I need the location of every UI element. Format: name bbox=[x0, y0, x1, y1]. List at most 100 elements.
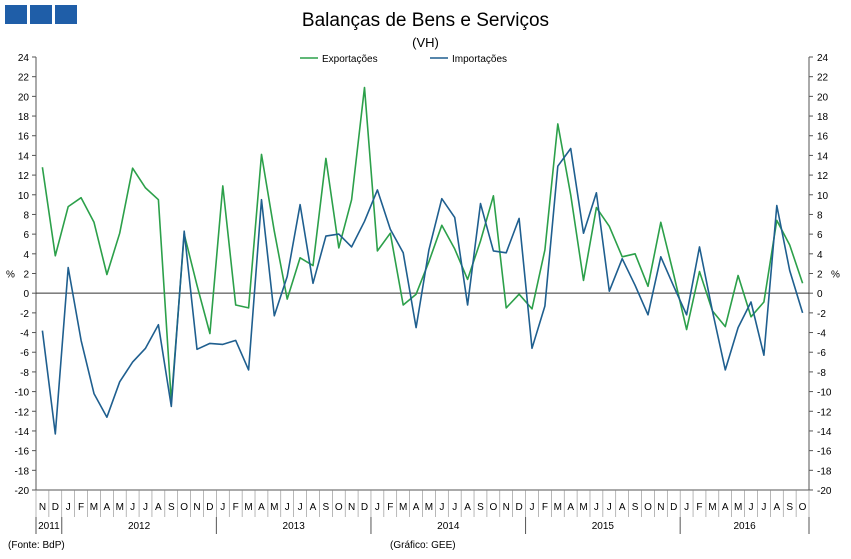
y-tick-label-right: 4 bbox=[817, 250, 823, 261]
x-month-label: J bbox=[684, 502, 689, 513]
legend-label: Importações bbox=[452, 54, 507, 65]
y-tick-label-left: -2 bbox=[20, 309, 29, 320]
x-month-label: F bbox=[78, 502, 84, 513]
y-tick-label-left: 0 bbox=[23, 289, 29, 300]
x-month-label: M bbox=[116, 502, 124, 513]
x-month-label: N bbox=[348, 502, 355, 513]
y-tick-label-right: -12 bbox=[817, 407, 832, 418]
brand-squares-icon bbox=[5, 5, 77, 24]
x-month-label: F bbox=[387, 502, 393, 513]
x-month-label: J bbox=[143, 502, 148, 513]
x-month-label: O bbox=[489, 502, 497, 513]
y-tick-label-right: -14 bbox=[817, 427, 832, 438]
x-month-label: A bbox=[773, 502, 780, 513]
x-month-label: N bbox=[503, 502, 510, 513]
x-month-label: N bbox=[193, 502, 200, 513]
x-month-label: A bbox=[104, 502, 111, 513]
y-tick-label-left: 12 bbox=[18, 171, 30, 182]
x-month-label: J bbox=[749, 502, 754, 513]
y-tick-label-left: -14 bbox=[15, 427, 30, 438]
x-month-label: M bbox=[399, 502, 407, 513]
legend-label: Exportações bbox=[322, 54, 378, 65]
x-month-label: J bbox=[285, 502, 290, 513]
y-tick-label-left: 4 bbox=[23, 250, 29, 261]
y-tick-label-left: -20 bbox=[15, 486, 30, 497]
x-month-label: M bbox=[244, 502, 252, 513]
y-tick-label-right: -6 bbox=[817, 348, 826, 359]
x-month-label: S bbox=[477, 502, 484, 513]
x-month-label: A bbox=[567, 502, 574, 513]
x-month-label: F bbox=[542, 502, 548, 513]
x-month-label: J bbox=[530, 502, 535, 513]
x-month-label: D bbox=[670, 502, 677, 513]
y-tick-label-right: 10 bbox=[817, 191, 829, 202]
chart-subtitle: (VH) bbox=[412, 35, 439, 50]
y-tick-label-right: -8 bbox=[817, 368, 826, 379]
x-month-label: M bbox=[270, 502, 278, 513]
x-year-label: 2016 bbox=[733, 521, 756, 532]
y-tick-label-left: -8 bbox=[20, 368, 29, 379]
x-month-label: D bbox=[361, 502, 368, 513]
x-month-label: S bbox=[168, 502, 175, 513]
chart-title: Balanças de Bens e Serviços bbox=[301, 10, 550, 31]
y-tick-label-right: 24 bbox=[817, 53, 829, 64]
y-tick-label-left: 22 bbox=[18, 73, 30, 84]
y-tick-label-right: 14 bbox=[817, 151, 829, 162]
x-month-label: M bbox=[90, 502, 98, 513]
x-month-label: J bbox=[452, 502, 457, 513]
y-tick-label-left: -4 bbox=[20, 329, 29, 340]
source-note: (Fonte: BdP) bbox=[8, 540, 65, 551]
x-month-label: J bbox=[594, 502, 599, 513]
x-month-label: O bbox=[644, 502, 652, 513]
x-month-label: A bbox=[258, 502, 265, 513]
y-tick-label-right: 12 bbox=[817, 171, 829, 182]
y-tick-label-right: -10 bbox=[817, 388, 832, 399]
x-month-label: A bbox=[464, 502, 471, 513]
y-tick-label-right: -18 bbox=[817, 466, 832, 477]
x-month-label: A bbox=[722, 502, 729, 513]
y-tick-label-right: -20 bbox=[817, 486, 832, 497]
brand-square bbox=[30, 5, 52, 24]
x-month-label: D bbox=[52, 502, 59, 513]
y-tick-label-right: -4 bbox=[817, 329, 826, 340]
x-year-label: 2013 bbox=[283, 521, 306, 532]
y-tick-label-right: 16 bbox=[817, 132, 829, 143]
x-month-label: A bbox=[310, 502, 317, 513]
x-month-label: N bbox=[657, 502, 664, 513]
x-month-label: A bbox=[413, 502, 420, 513]
x-month-label: S bbox=[323, 502, 330, 513]
x-year-label: 2014 bbox=[437, 521, 460, 532]
y-tick-label-right: 22 bbox=[817, 73, 829, 84]
x-year-label: 2012 bbox=[128, 521, 151, 532]
y-tick-label-right: 6 bbox=[817, 230, 823, 241]
y-tick-label-right: -2 bbox=[817, 309, 826, 320]
y-tick-label-left: 14 bbox=[18, 151, 30, 162]
y-tick-label-right: -16 bbox=[817, 447, 832, 458]
y-tick-label-left: 2 bbox=[23, 270, 29, 281]
x-month-label: A bbox=[155, 502, 162, 513]
x-month-label: M bbox=[708, 502, 716, 513]
x-month-label: D bbox=[516, 502, 523, 513]
y-tick-label-left: 24 bbox=[18, 53, 30, 64]
y-axis-label-left: % bbox=[6, 270, 15, 281]
x-month-label: M bbox=[579, 502, 587, 513]
x-month-label: J bbox=[761, 502, 766, 513]
y-tick-label-left: 6 bbox=[23, 230, 29, 241]
x-month-label: M bbox=[425, 502, 433, 513]
y-axis-label-right: % bbox=[831, 270, 840, 281]
y-tick-label-left: 10 bbox=[18, 191, 30, 202]
x-month-label: J bbox=[607, 502, 612, 513]
series-line-exportacoes bbox=[41, 86, 804, 403]
x-month-label: S bbox=[632, 502, 639, 513]
y-tick-label-left: -12 bbox=[15, 407, 30, 418]
x-month-label: S bbox=[786, 502, 793, 513]
y-tick-label-left: 8 bbox=[23, 210, 29, 221]
series-line-importacoes bbox=[41, 147, 804, 435]
y-tick-label-right: 2 bbox=[817, 270, 823, 281]
x-year-label: 2011 bbox=[38, 521, 60, 532]
y-tick-label-right: 0 bbox=[817, 289, 823, 300]
y-tick-label-left: -10 bbox=[15, 388, 30, 399]
x-month-label: J bbox=[439, 502, 444, 513]
x-month-label: M bbox=[734, 502, 742, 513]
